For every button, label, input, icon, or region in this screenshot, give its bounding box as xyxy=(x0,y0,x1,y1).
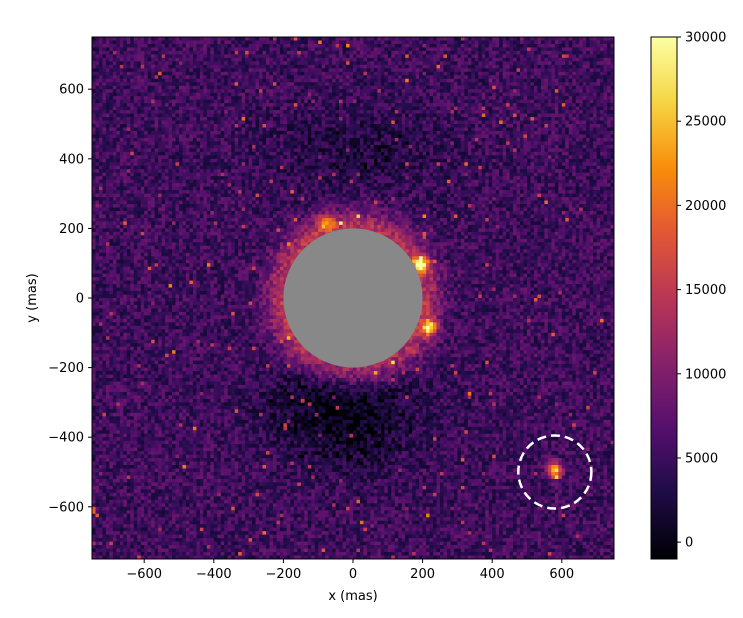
colorbar-tick-label: 0 xyxy=(685,536,693,551)
coronagraph-mask xyxy=(283,228,422,367)
x-tick-label: 400 xyxy=(480,567,505,582)
colorbar-tick-label: 25000 xyxy=(685,115,726,130)
y-tick-label: 200 xyxy=(59,222,84,237)
colorbar-tick-label: 10000 xyxy=(685,367,726,382)
x-tick-label: 200 xyxy=(410,567,435,582)
y-axis-label: y (mas) xyxy=(25,273,40,322)
y-tick-label: 600 xyxy=(59,83,84,98)
y-tick-label: −600 xyxy=(48,500,84,515)
x-tick-label: 0 xyxy=(349,567,357,582)
colorbar-tick-label: 5000 xyxy=(685,451,718,466)
colorbar xyxy=(651,37,677,559)
y-tick-label: 0 xyxy=(76,292,84,307)
y-tick-label: −400 xyxy=(48,431,84,446)
x-tick-label: 600 xyxy=(549,567,574,582)
x-tick-label: −600 xyxy=(126,567,162,582)
x-tick-label: −200 xyxy=(266,567,302,582)
x-axis: −600 −400 −200 0 200 400 600 xyxy=(126,559,574,582)
y-tick-label: −200 xyxy=(48,361,84,376)
colorbar-tick-label: 20000 xyxy=(685,199,726,214)
x-tick-label: −400 xyxy=(196,567,232,582)
x-axis-label: x (mas) xyxy=(328,589,377,604)
y-tick-label: 400 xyxy=(59,152,84,167)
y-axis: 600 400 200 0 −200 −400 −600 xyxy=(48,83,92,516)
colorbar-axis: 30000 25000 20000 15000 10000 5000 0 xyxy=(677,31,726,551)
colorbar-tick-label: 30000 xyxy=(685,31,726,46)
colorbar-tick-label: 15000 xyxy=(685,283,726,298)
